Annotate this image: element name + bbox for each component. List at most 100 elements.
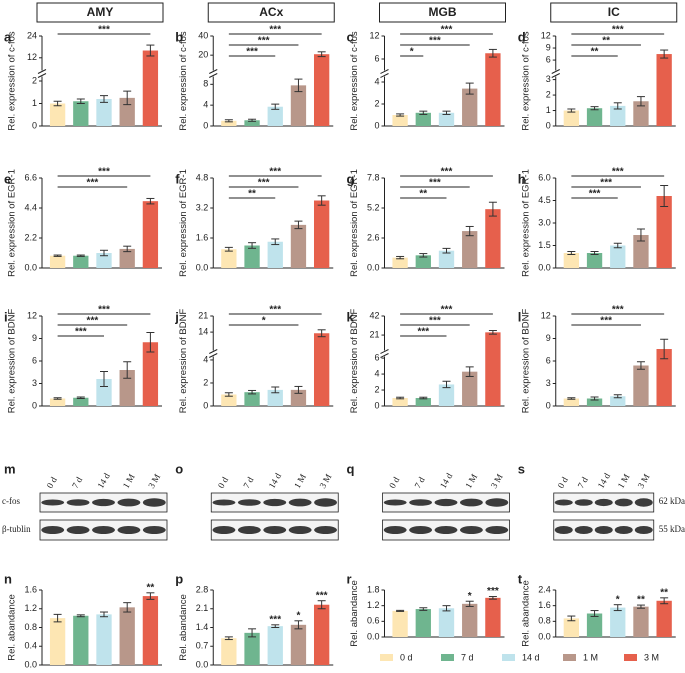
lane-label: 0 d — [387, 475, 402, 490]
y-tick-label: 12 — [27, 52, 37, 62]
y-tick-label: 3 — [546, 74, 551, 84]
significance: ** — [660, 587, 668, 598]
bar — [656, 600, 672, 637]
blot-band — [554, 499, 573, 506]
bar — [142, 50, 159, 126]
significance: *** — [98, 167, 110, 178]
lane-label: 0 d — [216, 475, 231, 490]
axis-break — [37, 73, 47, 78]
significance: *** — [316, 590, 328, 601]
y-tick-label: 7.8 — [367, 172, 380, 182]
y-tick-label: 4 — [203, 354, 208, 364]
bar — [313, 333, 330, 406]
y-tick-label: 20 — [198, 50, 208, 60]
significance: ** — [637, 595, 645, 606]
significance: *** — [612, 25, 624, 36]
blot-band — [459, 526, 483, 534]
significance: * — [296, 610, 300, 621]
significance: *** — [441, 305, 453, 316]
bar — [142, 201, 159, 268]
panel-letter: s — [518, 461, 525, 476]
y-axis-label: Rel. expression of BDNF — [520, 309, 531, 414]
blot-band — [574, 526, 593, 534]
bar — [415, 112, 431, 126]
bar — [485, 53, 501, 126]
bar — [244, 245, 260, 268]
blot-row-label: β-tublin — [2, 524, 31, 534]
y-tick-label: 42 — [369, 310, 379, 320]
lane-label: 3 M — [489, 472, 505, 490]
bar — [221, 638, 237, 665]
y-tick-label: 1.5 — [538, 240, 551, 250]
legend-label: 0 d — [400, 652, 413, 662]
blot-band — [66, 499, 90, 506]
blot-band — [142, 498, 166, 507]
blot-band — [314, 498, 337, 507]
bar — [633, 365, 649, 406]
blot-band — [314, 526, 337, 534]
y-tick-label: 1.6 — [538, 600, 551, 610]
bar — [415, 609, 431, 637]
lane-label: 7 d — [241, 475, 256, 490]
significance: * — [262, 316, 266, 327]
y-tick-label: 1.6 — [24, 584, 37, 594]
blot-band — [614, 498, 633, 507]
bar — [73, 101, 89, 126]
y-tick-label: 2 — [374, 98, 379, 108]
bar — [415, 398, 431, 406]
bar — [485, 597, 501, 637]
significance: *** — [600, 316, 612, 327]
bar — [485, 332, 501, 406]
bar — [96, 379, 112, 406]
lane-label: 14 d — [267, 471, 284, 490]
blot-band — [41, 499, 65, 506]
bar — [586, 253, 603, 268]
y-axis-label: Rel. expression of c-fos — [349, 31, 360, 131]
y-tick-label: 2 — [203, 377, 208, 387]
axis-break — [209, 349, 218, 354]
bar — [586, 398, 603, 406]
axis-break — [380, 73, 389, 78]
lane-label: 7 d — [70, 475, 85, 490]
y-tick-label: 0.0 — [196, 659, 209, 669]
blot-band — [594, 526, 613, 534]
blot-band — [237, 526, 261, 534]
blot-band — [237, 499, 261, 506]
column-header: AMY — [87, 5, 114, 19]
panel-letter: c — [347, 29, 354, 44]
significance: *** — [441, 167, 453, 178]
bar — [438, 384, 455, 406]
bar — [438, 250, 455, 268]
bar — [415, 255, 431, 268]
blot-band — [434, 498, 458, 507]
y-tick-label: 6.6 — [24, 172, 37, 182]
bar — [392, 610, 408, 637]
bar — [610, 607, 626, 637]
legend-label: 3 M — [644, 652, 659, 662]
bar — [656, 54, 672, 127]
y-axis-label: Rel. abandance — [349, 580, 360, 647]
y-tick-label: 2 — [546, 89, 551, 99]
y-axis-label: Rel. expression of c-fos — [7, 31, 18, 131]
y-tick-label: 4.8 — [196, 172, 209, 182]
y-tick-label: 1.8 — [367, 584, 380, 594]
y-tick-label: 0.0 — [367, 631, 380, 641]
y-tick-label: 2 — [374, 384, 379, 394]
bar — [267, 389, 283, 406]
y-tick-label: 0.0 — [538, 631, 551, 641]
axis-break — [209, 73, 218, 78]
y-tick-label: 6 — [374, 352, 379, 362]
y-tick-label: 6 — [32, 355, 37, 365]
y-tick-label: 2.6 — [367, 232, 380, 242]
y-axis-label: Rel. expression of c-fos — [178, 31, 189, 131]
blot-band — [434, 526, 458, 534]
bar — [221, 249, 237, 268]
y-tick-label: 1.2 — [367, 600, 380, 610]
blot-band — [554, 526, 573, 534]
significance: *** — [589, 189, 601, 200]
significance: ** — [248, 189, 256, 200]
blot-band — [92, 526, 115, 534]
bar — [267, 626, 283, 665]
y-tick-label: 8 — [203, 79, 208, 89]
